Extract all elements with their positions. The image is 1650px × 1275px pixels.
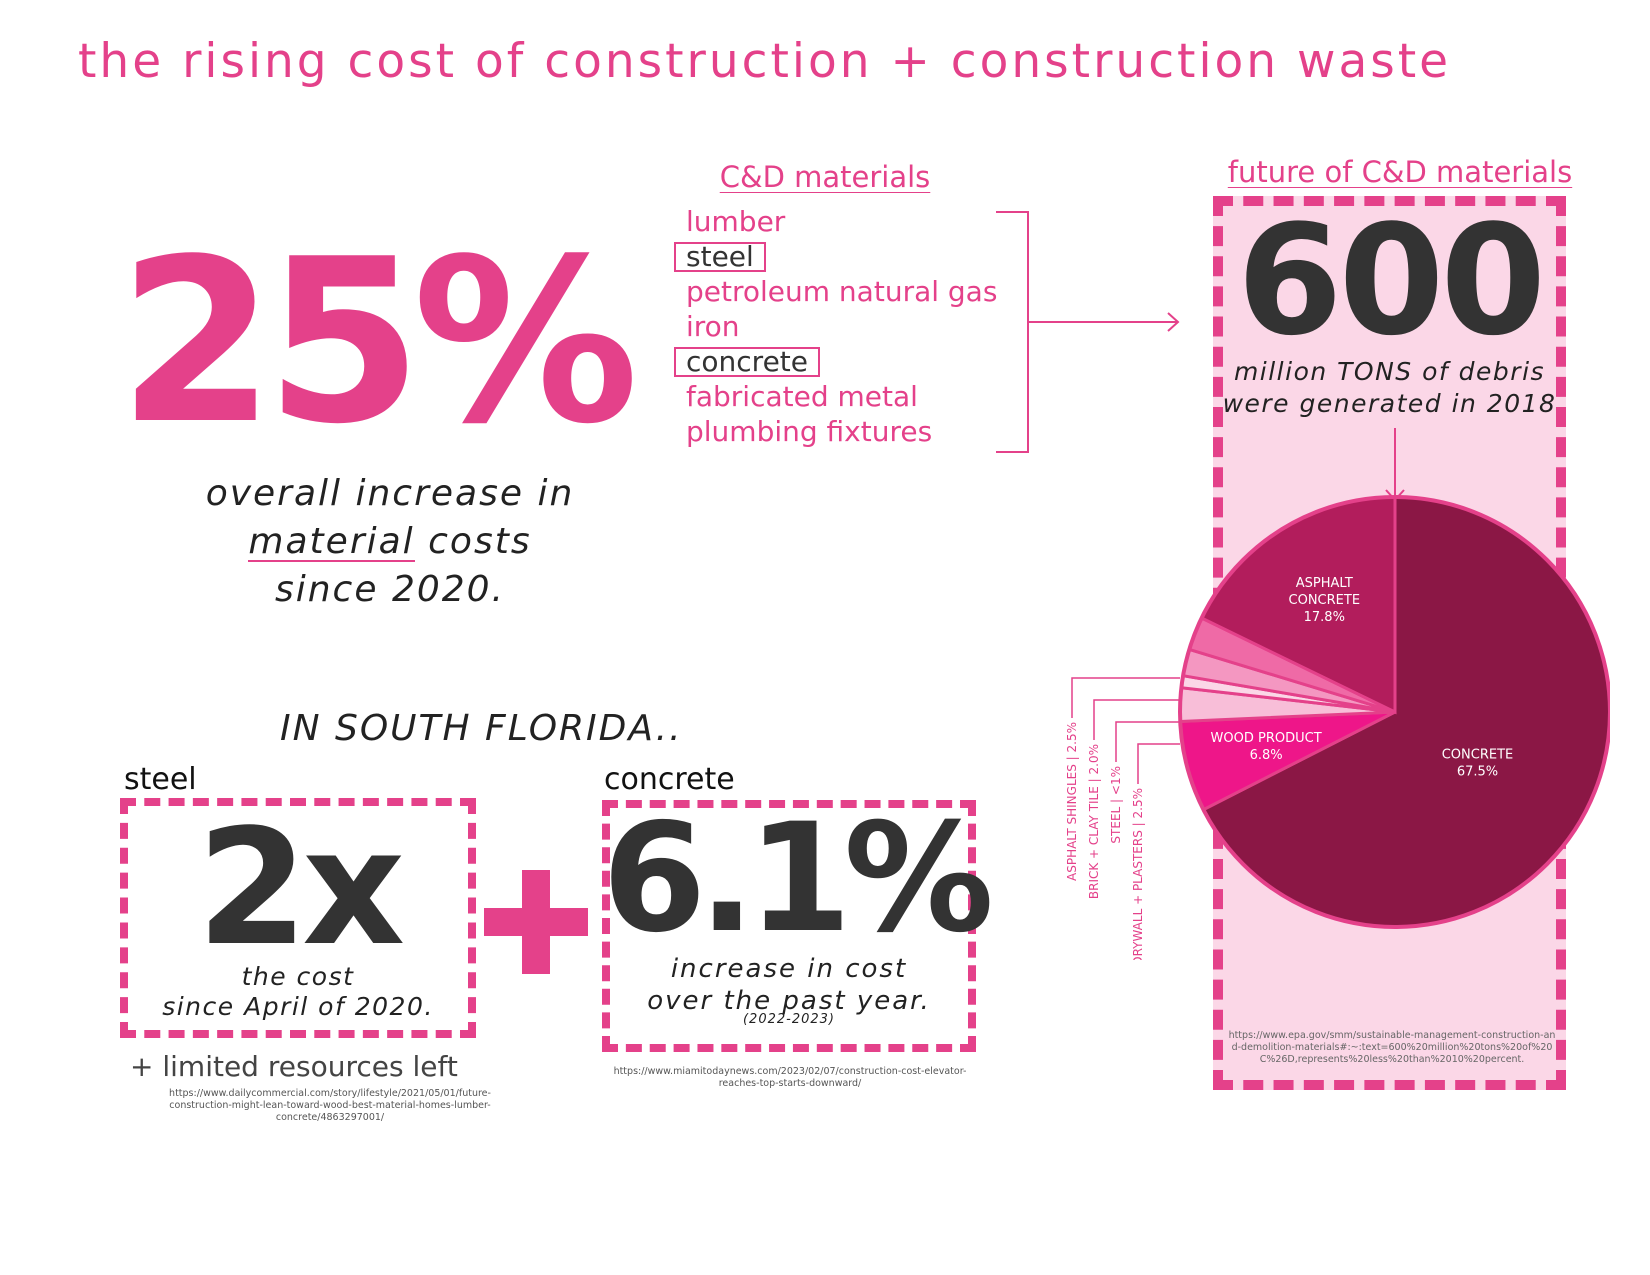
material-item-label: plumbing fixtures: [686, 415, 933, 448]
materials-bracket: [996, 211, 1029, 453]
material-item: petroleum natural gas: [686, 274, 997, 309]
south-florida-heading: IN SOUTH FLORIDA..: [280, 708, 683, 749]
material-item: iron: [686, 309, 997, 344]
steel-caption-line1: the cost: [241, 962, 355, 991]
headline-caption-line2-rest: costs: [414, 521, 532, 562]
cd-materials-list: lumber steel petroleum natural gas iron conc…: [674, 204, 997, 449]
material-item-label: steel: [674, 242, 766, 272]
callout-label: ASPHALT SHINGLES | 2.5%: [1065, 722, 1079, 881]
future-value: 600: [1236, 192, 1546, 369]
callout-leader: [1137, 743, 1180, 784]
headline-caption-underlined-word: material: [248, 521, 415, 562]
debris-pie-chart: CONCRETE 67.5% WOOD PRODUCT 6.8% ASPHALT CONC…: [1178, 495, 1610, 929]
concrete-years: (2022-2023): [742, 1012, 835, 1027]
headline-caption-line3: since 2020.: [274, 569, 506, 610]
material-item: steel: [674, 239, 997, 274]
callout-leader: [1115, 721, 1180, 762]
concrete-value: 6.1%: [602, 792, 994, 966]
page-title: the rising cost of construction + constr…: [78, 34, 1452, 89]
bracket-arrow-head: [1167, 312, 1180, 332]
future-caption-line1: million TONS of debris: [1233, 357, 1546, 386]
callout-texts: ASPHALT SHINGLES | 2.5% BRICK + CLAY TILE…: [1065, 722, 1145, 960]
pie-callouts: ASPHALT SHINGLES | 2.5% BRICK + CLAY TILE…: [1065, 677, 1180, 960]
material-item: lumber: [686, 204, 997, 239]
callout-leader: [1093, 699, 1180, 740]
pie-label: WOOD PRODUCT 6.8%: [1211, 731, 1322, 763]
headline-caption: overall increase in material costs since…: [130, 470, 650, 614]
material-item-label: concrete: [674, 347, 820, 377]
limited-resources-note: + limited resources left: [130, 1050, 458, 1083]
material-item: concrete: [674, 344, 997, 379]
material-item: plumbing fixtures: [686, 414, 997, 449]
steel-dashed-box: [120, 798, 476, 1038]
headline-caption-line1: overall increase in: [205, 473, 575, 514]
material-item: fabricated metal: [686, 379, 997, 414]
concrete-caption-line2: over the past year.: [647, 986, 931, 1016]
future-caption-line2: were generated in 2018: [1222, 389, 1557, 418]
material-item-label: fabricated metal: [686, 380, 918, 413]
callout-label: DRYWALL + PLASTERS | 2.5%: [1131, 788, 1145, 960]
pie-label: ASPHALT CONCRETE 17.8%: [1289, 576, 1361, 625]
steel-value: 2x: [196, 794, 406, 981]
callout-lines: [1071, 677, 1180, 784]
steel-caption: the cost since April of 2020.: [120, 962, 476, 1022]
callout-label: BRICK + CLAY TILE | 2.0%: [1087, 744, 1101, 899]
callout-leader: [1071, 677, 1180, 718]
material-item-label: petroleum natural gas: [686, 275, 998, 308]
concrete-dashed-box: [602, 800, 976, 1052]
material-item-label: iron: [686, 310, 740, 343]
steel-label: steel: [124, 762, 197, 797]
pie-labels: CONCRETE 67.5% WOOD PRODUCT 6.8% ASPHALT CONC…: [1211, 576, 1514, 780]
concrete-caption: increase in cost over the past year.: [602, 953, 976, 1017]
steel-caption-line2: since April of 2020.: [162, 992, 434, 1021]
concrete-caption-line1: increase in cost: [670, 954, 908, 984]
future-caption: million TONS of debris were generated in…: [1213, 356, 1566, 420]
headline-value: 25%: [118, 211, 639, 474]
concrete-label: concrete: [604, 762, 735, 797]
epa-source-link[interactable]: https://www.epa.gov/smm/sustainable-mana…: [1228, 1030, 1556, 1065]
pie-outline: [1178, 495, 1610, 929]
pie-label: CONCRETE 67.5%: [1442, 748, 1514, 780]
callout-label: STEEL | <1%: [1109, 766, 1123, 844]
plus-icon: [484, 870, 588, 974]
future-title: future of C&D materials: [1227, 155, 1573, 189]
daily-commercial-source-link[interactable]: https://www.dailycommercial.com/story/li…: [169, 1088, 491, 1123]
cd-materials-title: C&D materials: [719, 160, 931, 194]
headline-caption-line2: material costs: [130, 518, 650, 566]
miami-today-source-link[interactable]: https://www.miamitodaynews.com/2023/02/0…: [613, 1066, 967, 1089]
material-item-label: lumber: [686, 205, 786, 238]
pie-slices: [1178, 495, 1610, 929]
